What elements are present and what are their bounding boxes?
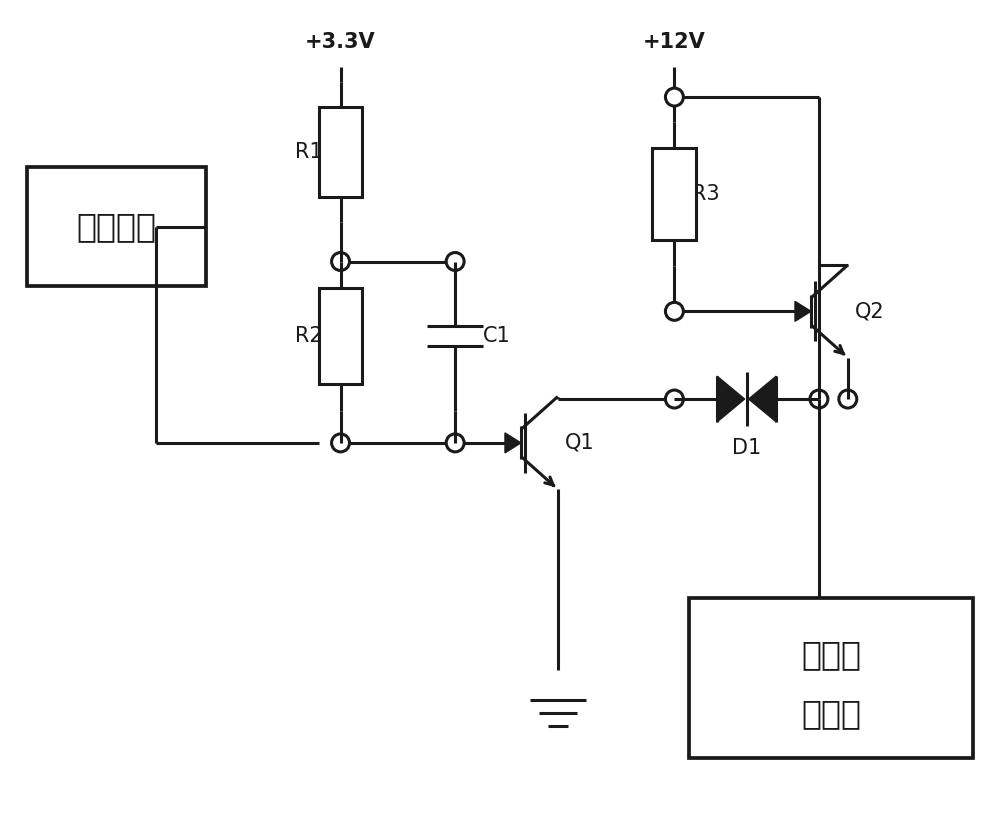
Text: 第一开: 第一开 (801, 638, 861, 671)
Polygon shape (717, 376, 745, 422)
Text: 关管组: 关管组 (801, 697, 861, 730)
Polygon shape (505, 433, 521, 453)
Text: D1: D1 (732, 438, 761, 458)
Polygon shape (749, 376, 776, 422)
Text: +3.3V: +3.3V (305, 32, 376, 53)
Text: R2: R2 (295, 326, 322, 346)
Text: 控制芯片: 控制芯片 (76, 210, 156, 243)
Text: C1: C1 (483, 326, 511, 346)
Bar (27, 167, 206, 287)
Text: R1: R1 (295, 142, 322, 162)
Text: Q2: Q2 (855, 301, 884, 321)
Text: Q1: Q1 (565, 433, 594, 453)
Bar (689, 599, 973, 758)
Text: +12V: +12V (643, 32, 706, 53)
Bar (652, 148, 696, 241)
Bar (319, 108, 362, 196)
Polygon shape (795, 301, 811, 321)
Bar (319, 288, 362, 384)
Text: R3: R3 (692, 184, 720, 204)
